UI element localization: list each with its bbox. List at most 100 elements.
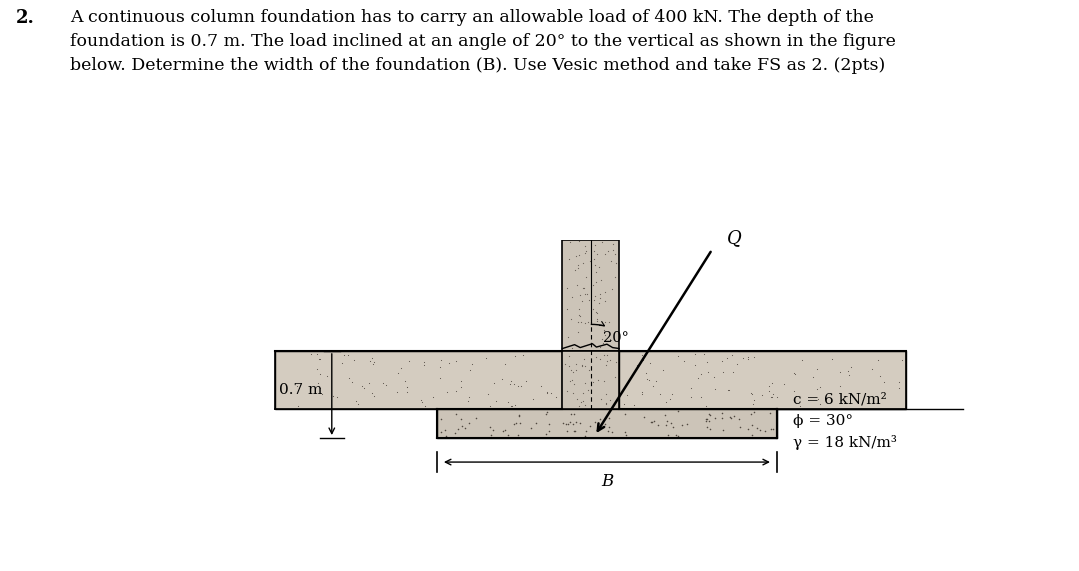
Point <box>581 296 598 305</box>
Point <box>875 377 892 387</box>
Point <box>577 319 595 328</box>
Point <box>415 360 433 369</box>
Point <box>663 389 680 399</box>
Point <box>500 430 517 439</box>
Point <box>561 377 578 386</box>
Point <box>577 247 595 256</box>
Point <box>597 317 614 327</box>
Point <box>743 430 761 439</box>
Point <box>601 413 618 423</box>
Point <box>713 408 730 417</box>
Point <box>587 308 604 317</box>
Point <box>506 419 523 428</box>
Point <box>598 389 615 399</box>
Point <box>743 389 761 399</box>
Point <box>592 395 610 404</box>
Point <box>679 420 696 429</box>
Point <box>450 425 467 434</box>
Point <box>695 350 712 359</box>
Point <box>415 357 433 367</box>
Point <box>700 410 718 419</box>
Point <box>527 418 544 427</box>
Point <box>589 375 606 384</box>
Point <box>413 397 431 407</box>
Point <box>698 416 715 425</box>
Point <box>354 381 371 391</box>
Point <box>842 363 859 372</box>
Point <box>467 413 484 422</box>
Point <box>511 418 529 427</box>
Point <box>740 353 757 362</box>
Point <box>597 360 614 369</box>
Point <box>593 334 611 343</box>
Point <box>601 395 618 404</box>
Point <box>730 423 748 432</box>
Point <box>587 352 604 361</box>
Point <box>448 410 465 419</box>
Point <box>482 430 500 439</box>
Point <box>504 401 521 411</box>
Point <box>890 383 907 392</box>
Point <box>560 255 577 264</box>
Point <box>573 397 590 406</box>
Point <box>547 392 564 401</box>
Point <box>538 408 556 417</box>
Point <box>561 237 578 246</box>
Point <box>633 389 651 399</box>
Point <box>364 353 381 363</box>
Point <box>723 414 740 423</box>
Point <box>452 382 469 391</box>
Point <box>571 291 588 300</box>
Point <box>652 389 669 399</box>
Point <box>461 419 478 428</box>
Point <box>809 364 827 373</box>
Point <box>340 351 357 360</box>
Point <box>507 419 524 428</box>
Point <box>808 384 825 393</box>
Point <box>565 379 583 388</box>
Point <box>400 357 418 366</box>
Point <box>569 281 586 290</box>
Point <box>615 400 632 409</box>
Point <box>657 397 674 407</box>
Point <box>396 376 413 385</box>
Point <box>576 431 593 440</box>
Point <box>597 250 614 259</box>
Point <box>318 371 336 380</box>
Point <box>596 377 613 386</box>
Point <box>579 385 597 395</box>
Point <box>366 392 383 401</box>
Point <box>643 417 660 427</box>
Point <box>347 396 365 405</box>
Point <box>863 364 880 373</box>
Point <box>693 392 710 401</box>
Point <box>581 365 598 375</box>
Point <box>574 361 591 371</box>
Point <box>633 388 651 397</box>
Point <box>811 383 829 392</box>
Point <box>583 317 600 326</box>
Point <box>720 385 737 395</box>
Point <box>591 289 609 299</box>
Point <box>365 357 382 367</box>
Point <box>606 249 624 258</box>
Point <box>461 393 478 402</box>
Bar <box>562 351 619 409</box>
Point <box>559 427 576 436</box>
Point <box>756 427 774 436</box>
Point <box>346 355 364 364</box>
Point <box>598 399 615 408</box>
Point <box>537 409 555 419</box>
Point <box>587 278 604 287</box>
Point <box>811 399 829 408</box>
Point <box>793 355 810 364</box>
Point <box>701 411 719 420</box>
Point <box>592 275 610 284</box>
Point <box>586 295 603 304</box>
Point <box>714 368 732 377</box>
Point <box>481 423 498 432</box>
Point <box>572 419 589 428</box>
Point <box>745 399 762 408</box>
Point <box>633 350 651 359</box>
Point <box>576 401 593 410</box>
